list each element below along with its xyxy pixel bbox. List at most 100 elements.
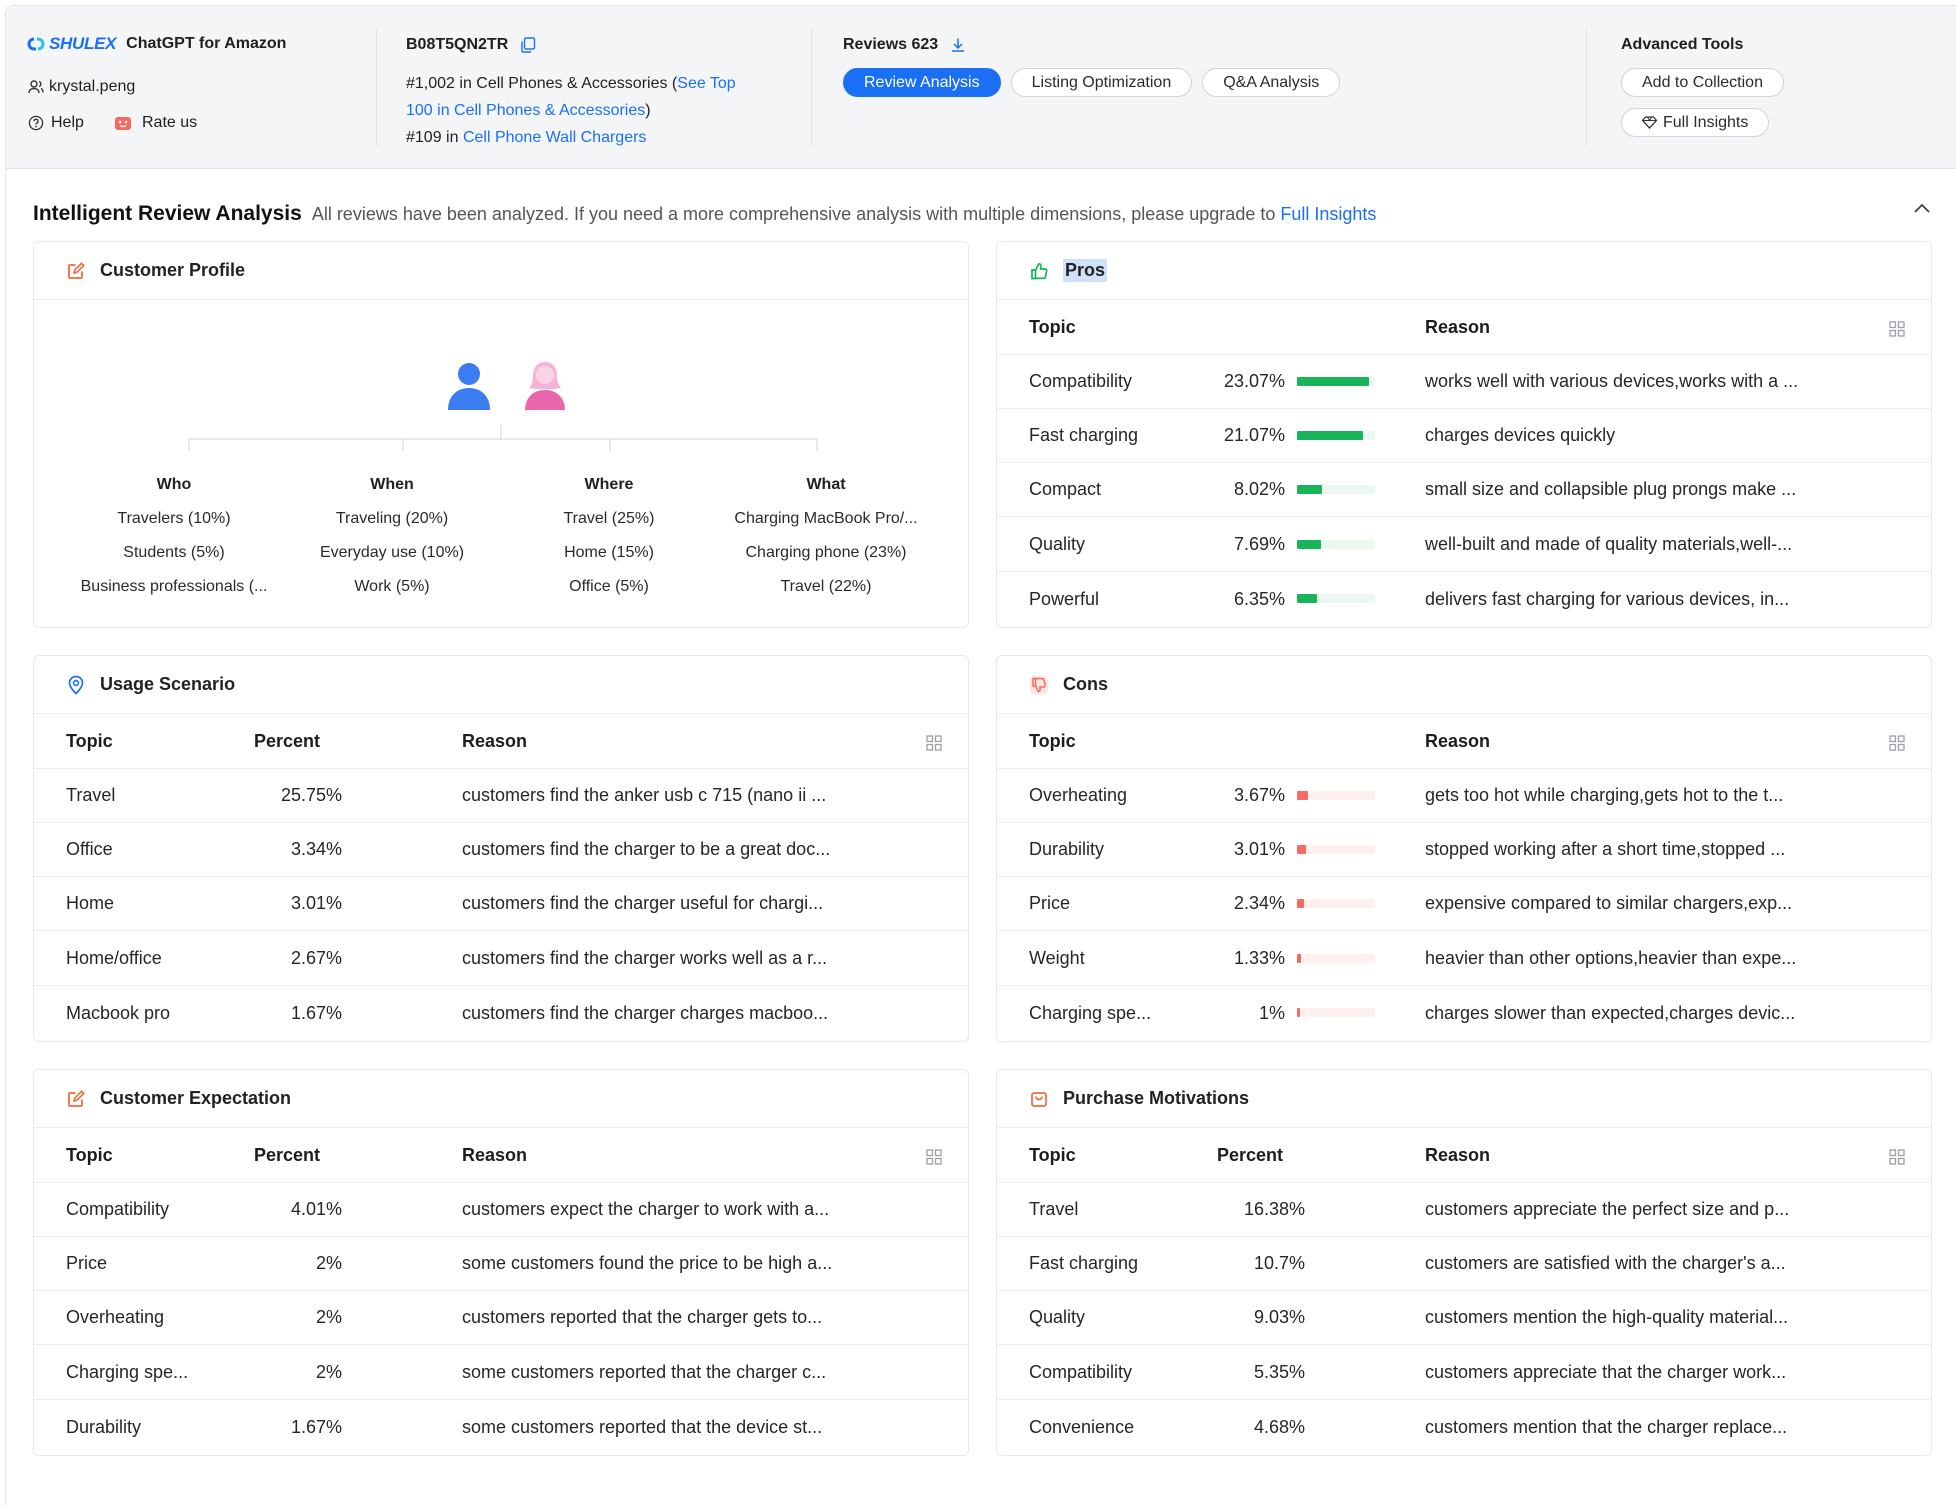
cons-card: Cons Topic Reason Overheating 3.67% gets… [996, 655, 1932, 1042]
full-insights-link[interactable]: Full Insights [1280, 204, 1377, 224]
motivations-rows: Travel 16.38% customers appreciate the p… [997, 1183, 1931, 1455]
reason-cell: customers find the charger useful for ch… [462, 893, 824, 913]
topic-header: Topic [1029, 316, 1076, 337]
divider [1586, 28, 1587, 146]
percent-cell: 3.01% [1233, 839, 1285, 859]
reason-cell: gets too hot while charging,gets hot to … [1425, 785, 1784, 805]
percent-cell: 23.07% [1223, 371, 1285, 391]
profile-item: Business professionals (... [80, 578, 268, 595]
location-pin-icon [66, 675, 86, 695]
topic-header: Topic [66, 730, 113, 751]
section-title: Intelligent Review Analysis [33, 202, 302, 225]
section-subtitle-text: All reviews have been analyzed. If you n… [311, 204, 1276, 224]
table-row: Durability 3.01% stopped working after a… [997, 823, 1931, 877]
grid-view-icon[interactable] [926, 734, 942, 751]
grid-view-icon[interactable] [1889, 734, 1905, 751]
cons-rows: Overheating 3.67% gets too hot while cha… [997, 769, 1931, 1041]
full-insights-button[interactable]: Full Insights [1621, 108, 1770, 137]
table-row: Durability 1.67% some customers reported… [34, 1400, 968, 1454]
percent-bar [1297, 377, 1369, 386]
percent-cell: 25.75% [280, 785, 342, 805]
table-row: Compatibility 5.35% customers appreciate… [997, 1346, 1931, 1400]
topic-cell: Overheating [1029, 785, 1128, 805]
brand-column: SHULEX ChatGPT for Amazon krystal.peng H… [6, 6, 376, 169]
customer-expectation-card: Customer Expectation Topic Percent Reaso… [33, 1069, 969, 1456]
reason-cell: customers find the charger to be a great… [462, 839, 831, 859]
shulex-logo-icon [26, 36, 46, 52]
male-avatar-icon [446, 360, 492, 418]
add-to-collection-button[interactable]: Add to Collection [1621, 68, 1784, 97]
profile-who: Who Travelers (10%) Students (5%) Busine… [74, 468, 274, 604]
table-row: Quality 9.03% customers mention the high… [997, 1291, 1931, 1345]
topic-cell: Fast charging [1029, 425, 1139, 445]
percent-bar [1297, 485, 1323, 494]
percent-cell: 2.67% [290, 948, 342, 968]
topic-cell: Quality [1029, 1307, 1086, 1327]
reason-cell: some customers reported that the charger… [462, 1362, 827, 1382]
card-header: Cons [997, 656, 1931, 714]
table-row: Home/office 2.67% customers find the cha… [34, 932, 968, 986]
table-header: Topic Percent Reason [34, 714, 968, 769]
rate-star-icon [114, 115, 132, 131]
percent-cell: 1% [1258, 1002, 1285, 1023]
analysis-tabs: Review Analysis Listing Optimization Q&A… [843, 68, 1350, 97]
tab-review-analysis[interactable]: Review Analysis [843, 68, 1001, 97]
topic-cell: Compatibility [66, 1199, 170, 1219]
card-title: Purchase Motivations [1063, 1088, 1250, 1108]
percent-bar [1297, 899, 1305, 908]
bar-track [1297, 540, 1375, 549]
topic-cell: Durability [1029, 839, 1105, 859]
topic-cell: Travel [1029, 1199, 1079, 1219]
reason-cell: customers expect the charger to work wit… [462, 1199, 830, 1219]
rate-us-link[interactable]: Rate us [114, 114, 197, 132]
percent-header: Percent [254, 1144, 321, 1165]
asin-column: B08T5QN2TR #1,002 in Cell Phones & Acces… [406, 6, 806, 169]
reason-header: Reason [1425, 316, 1491, 337]
collapse-chevron-icon[interactable] [1913, 202, 1931, 216]
help-link[interactable]: Help [28, 114, 84, 132]
profile-item: Everyday use (10%) [319, 544, 465, 561]
percent-bar [1297, 540, 1321, 549]
percent-header: Percent [1217, 1144, 1284, 1165]
usage-rows: Travel 25.75% customers find the anker u… [34, 769, 968, 1041]
topic-cell: Compatibility [1029, 1362, 1133, 1382]
grid-view-icon[interactable] [1889, 320, 1905, 337]
top-100-category-link[interactable]: 100 in Cell Phones & Accessories [406, 102, 646, 119]
download-icon[interactable] [950, 37, 966, 53]
percent-cell: 3.01% [290, 893, 342, 913]
rank1-text: #1,002 in Cell Phones & Accessories ( [406, 75, 678, 92]
table-row: Powerful 6.35% delivers fast charging fo… [997, 572, 1931, 626]
percent-cell: 4.01% [290, 1199, 342, 1219]
table-row: Home 3.01% customers find the charger us… [34, 877, 968, 931]
table-row: Overheating 2% customers reported that t… [34, 1291, 968, 1345]
purchase-motivations-card: Purchase Motivations Topic Percent Reaso… [996, 1069, 1932, 1456]
tab-qa-analysis[interactable]: Q&A Analysis [1202, 68, 1341, 97]
percent-cell: 8.02% [1233, 479, 1285, 499]
table-row: Travel 16.38% customers appreciate the p… [997, 1183, 1931, 1237]
copy-icon[interactable] [520, 37, 536, 53]
see-top-link[interactable]: See Top [677, 75, 736, 92]
card-header: Customer Expectation [34, 1070, 968, 1128]
reason-cell: customers find the anker usb c 715 (nano… [462, 785, 827, 805]
topic-cell: Overheating [66, 1307, 165, 1327]
grid-view-icon[interactable] [926, 1148, 942, 1165]
reason-cell: some customers reported that the device … [462, 1416, 823, 1437]
grid-view-icon[interactable] [1889, 1148, 1905, 1165]
reason-cell: some customers found the price to be hig… [462, 1253, 833, 1273]
user-row[interactable]: krystal.peng [28, 78, 135, 96]
percent-cell: 1.67% [290, 1416, 342, 1437]
reason-cell: delivers fast charging for various devic… [1425, 588, 1790, 609]
bar-track [1297, 485, 1375, 494]
tab-listing-optimization[interactable]: Listing Optimization [1010, 68, 1193, 97]
profile-tree-lines [188, 424, 818, 451]
percent-cell: 9.03% [1253, 1307, 1305, 1327]
card-title: Pros [1063, 259, 1108, 282]
topic-cell: Fast charging [1029, 1253, 1139, 1273]
percent-cell: 3.34% [290, 839, 342, 859]
topic-cell: Compatibility [1029, 371, 1133, 391]
section-title-row: Intelligent Review Analysis All reviews … [33, 202, 1376, 226]
rank2-text: #109 in [406, 129, 463, 146]
wall-chargers-link[interactable]: Cell Phone Wall Chargers [462, 129, 647, 146]
tools-title-row: Advanced Tools [1621, 36, 1743, 54]
topic-cell: Compact [1029, 479, 1102, 499]
